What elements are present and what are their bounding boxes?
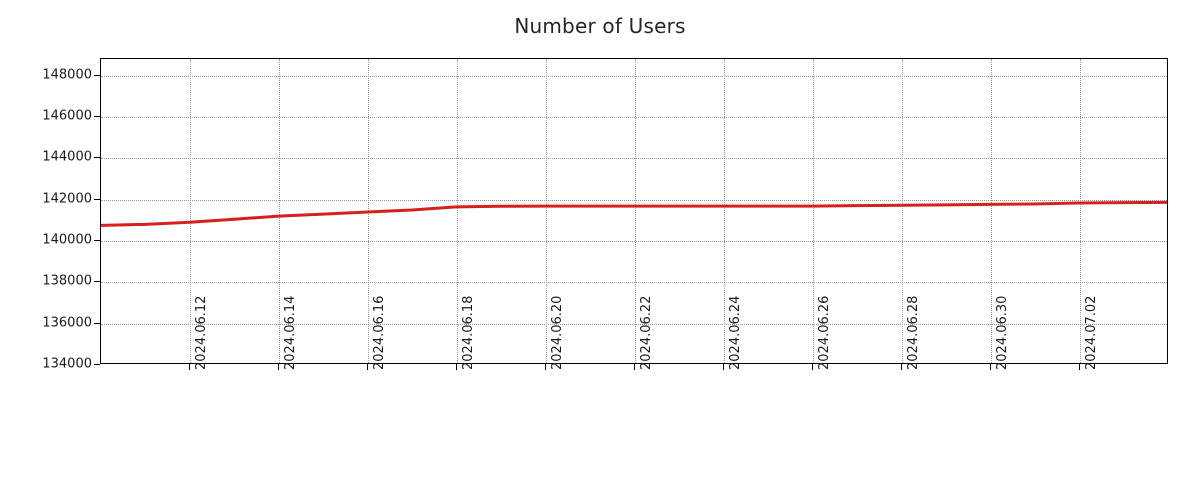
y-axis-tick-label: 140000 [42,232,92,248]
x-axis-tick-mark [901,364,902,370]
x-axis-tick-label: 2024.06.30 [995,295,1010,370]
y-axis-tick-label: 134000 [42,356,92,372]
y-axis-tick-mark [94,157,100,159]
gridline-vertical [1080,59,1081,363]
gridline-vertical [635,59,636,363]
gridline-horizontal [101,75,1167,77]
x-axis-tick-label: 2024.06.12 [194,295,209,370]
gridline-vertical [724,59,725,363]
x-axis-tick-label: 2024.06.16 [372,295,387,370]
x-axis-tick-label: 2024.06.18 [461,295,476,370]
gridline-horizontal [101,158,1167,160]
y-axis-tick-mark [94,198,100,200]
x-axis-tick-mark [634,364,635,370]
gridline-horizontal [101,240,1167,242]
y-axis-tick-label: 142000 [42,191,92,207]
chart-title: Number of Users [514,14,686,38]
y-axis-tick-label: 146000 [42,108,92,124]
gridline-vertical [902,59,903,363]
x-axis-tick-label: 2024.07.02 [1084,295,1099,370]
gridline-vertical [991,59,992,363]
gridline-horizontal [101,199,1167,201]
x-axis-tick-label: 2024.06.26 [817,295,832,370]
x-axis-tick-mark [545,364,546,370]
gridline-horizontal [101,116,1167,118]
x-axis-tick-label: 2024.06.24 [728,295,743,370]
y-axis-tick-mark [94,322,100,324]
y-axis-tick-label: 148000 [42,67,92,83]
gridline-vertical [457,59,458,363]
y-axis-tick-mark [94,115,100,117]
y-axis-tick-mark [94,74,100,76]
x-axis-tick-label: 2024.06.20 [550,295,565,370]
y-axis-tick-mark [94,364,100,365]
gridline-horizontal [101,282,1167,284]
gridline-vertical [279,59,280,363]
gridline-vertical [190,59,191,363]
y-axis-tick-label: 138000 [42,273,92,289]
gridline-vertical [546,59,547,363]
gridline-vertical [813,59,814,363]
series-polyline [101,202,1167,225]
y-axis-tick-label: 136000 [42,315,92,331]
x-axis-tick-mark [456,364,457,370]
x-axis-tick-mark [812,364,813,370]
x-axis-tick-mark [367,364,368,370]
y-axis-tick-mark [94,281,100,283]
y-axis-tick-mark [94,239,100,241]
x-axis-tick-label: 2024.06.22 [639,295,654,370]
x-axis-tick-label: 2024.06.14 [283,295,298,370]
x-axis-tick-mark [990,364,991,370]
x-axis-tick-mark [189,364,190,370]
series-line [101,59,1167,363]
x-axis-tick-mark [1079,364,1080,370]
x-axis-tick-mark [723,364,724,370]
y-axis-tick-label: 144000 [42,149,92,165]
x-axis-tick-label: 2024.06.28 [906,295,921,370]
x-axis-tick-mark [278,364,279,370]
plot-area [100,58,1168,364]
gridline-horizontal [101,323,1167,325]
